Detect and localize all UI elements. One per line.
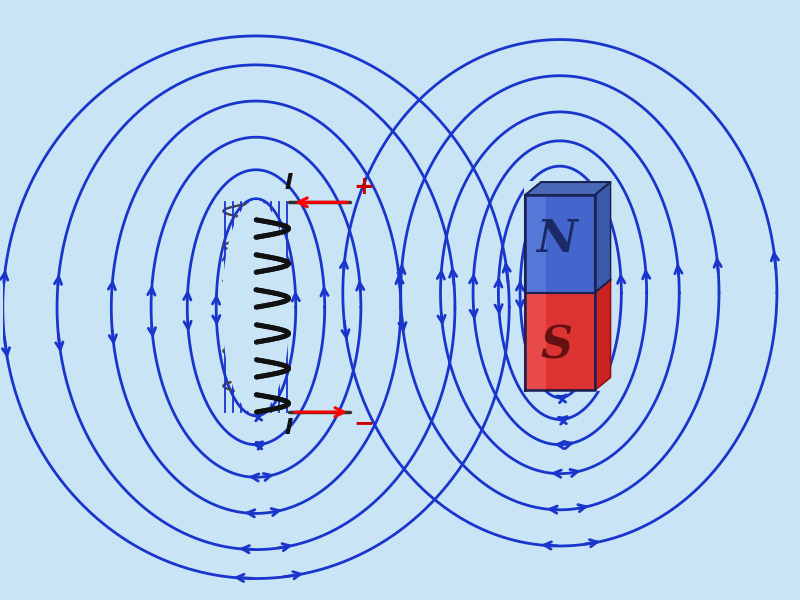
Bar — [525, 195, 594, 293]
Bar — [525, 181, 611, 391]
Text: S: S — [540, 325, 572, 368]
Bar — [525, 293, 546, 391]
Ellipse shape — [222, 200, 290, 414]
Bar — [525, 195, 546, 293]
Text: I: I — [285, 418, 293, 438]
Polygon shape — [594, 182, 610, 293]
Text: −: − — [354, 411, 374, 435]
Text: +: + — [354, 175, 374, 199]
Text: N: N — [536, 218, 577, 260]
Bar — [525, 293, 594, 391]
Polygon shape — [525, 182, 610, 195]
Text: I: I — [285, 173, 293, 193]
Polygon shape — [594, 280, 610, 391]
